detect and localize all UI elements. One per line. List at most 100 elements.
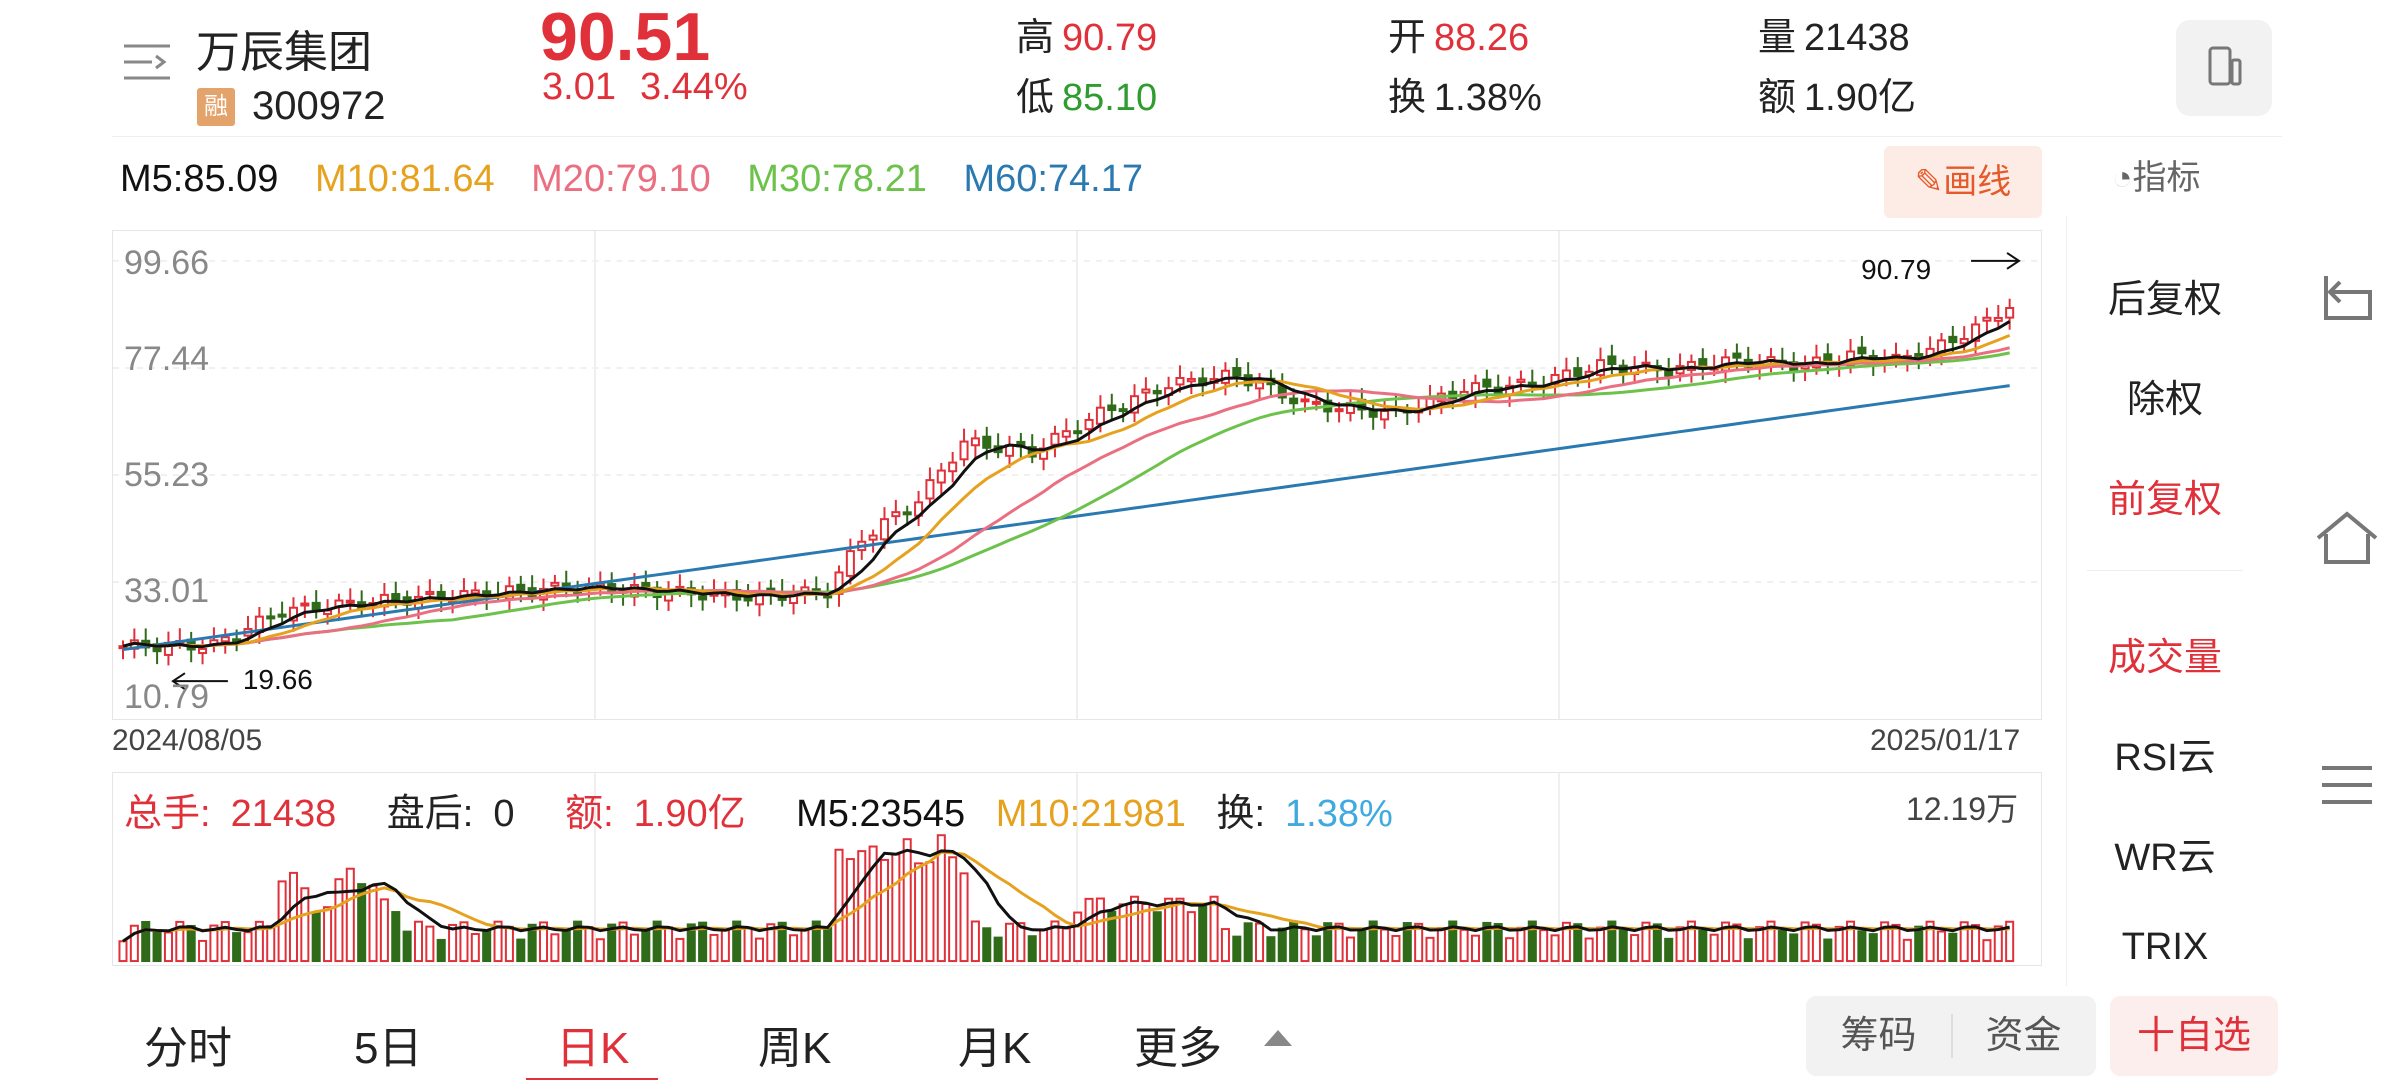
volume-bar-up <box>936 834 946 963</box>
volume-bar-up <box>1391 934 1401 963</box>
volume-bar-up <box>323 906 333 963</box>
start-date-label: 2024/08/05 <box>112 724 263 757</box>
back-arrow-icon[interactable] <box>2312 262 2382 332</box>
volume-bar-up <box>175 920 185 963</box>
volume-bar-up <box>470 933 480 963</box>
candlestick-chart[interactable]: 90.79 19.66 <box>112 230 2042 720</box>
total-volume-label: 总手: <box>124 793 211 835</box>
volume-bar-up <box>834 848 844 963</box>
volume-bar-down <box>698 921 708 963</box>
candle-up <box>948 461 958 473</box>
volume-bar-down <box>1402 922 1412 963</box>
after-hours-value: 0 <box>493 793 515 835</box>
header-divider <box>112 136 2282 137</box>
tab-daily-k[interactable]: 日K <box>556 1024 630 1073</box>
volume-bar-down <box>982 927 992 963</box>
volume-bar-down <box>573 920 583 963</box>
volume-bar-up <box>720 929 730 963</box>
candle-up <box>1982 316 1992 322</box>
chip-chips[interactable]: 筹码 <box>1840 1015 1917 1057</box>
volume-amount-label: 额: <box>565 793 614 835</box>
side-item-ex-rights[interactable]: 除权 <box>2126 379 2203 421</box>
side-menu: 后复权 除权 前复权 成交量 RSI云 WR云 TRIX <box>2066 216 2262 986</box>
ma10-label: M10:81.64 <box>315 158 495 200</box>
stat-turnover-label: 换 <box>1388 77 1427 119</box>
hamburger-icon[interactable] <box>2312 750 2382 820</box>
volume-bar-down <box>1152 911 1162 963</box>
volume-bar-down <box>652 920 662 963</box>
side-item-forward-adjust[interactable]: 前复权 <box>2107 479 2222 521</box>
volume-bar-up <box>1039 928 1049 963</box>
volume-bar-up <box>789 934 799 963</box>
candle-up <box>970 437 980 447</box>
volume-bar-up <box>1595 926 1606 963</box>
volume-bar-up <box>1539 929 1549 963</box>
candle-down <box>1152 389 1162 395</box>
volume-bar-up <box>1050 920 1060 963</box>
stat-open: 开 88.26 <box>1388 6 1529 61</box>
ma20-label: M20:79.10 <box>531 158 711 200</box>
stat-open-label: 开 <box>1388 17 1427 59</box>
side-item-trix[interactable]: TRIX <box>2121 926 2209 968</box>
y-tick-label: 77.44 <box>124 340 210 378</box>
volume-bar-down <box>1482 921 1492 963</box>
indicator-button[interactable]: ◔指标 <box>2112 150 2201 199</box>
side-item-volume[interactable]: 成交量 <box>2107 637 2222 679</box>
volume-bar-up <box>1084 897 1094 963</box>
margin-badge: 融 <box>197 88 235 126</box>
volume-chart[interactable] <box>112 772 2042 966</box>
draw-line-button[interactable]: ✎画线 <box>1884 146 2042 218</box>
volume-bar-down <box>1664 937 1674 963</box>
side-item-back-adjust[interactable]: 后复权 <box>2107 279 2222 321</box>
tab-5day[interactable]: 5日 <box>354 1024 423 1073</box>
volume-bar-down <box>1914 925 1924 963</box>
volume-bar-down <box>1198 903 1208 963</box>
volume-bar-up <box>1720 921 1731 963</box>
candle-down <box>1857 346 1867 355</box>
tab-monthly-k[interactable]: 月K <box>958 1024 1032 1073</box>
tab-intraday[interactable]: 分时 <box>144 1024 232 1073</box>
chip-funds[interactable]: 资金 <box>1985 1015 2062 1057</box>
volume-bar-down <box>1107 910 1117 963</box>
volume-bar-up <box>1993 925 2003 963</box>
tab-weekly-k[interactable]: 周K <box>758 1024 832 1073</box>
volume-bar-up <box>1686 920 1696 963</box>
candle-down <box>277 613 287 618</box>
max-price-label: 90.79 <box>1861 254 1931 285</box>
candle-up <box>1971 323 1981 342</box>
side-item-rsi[interactable]: RSI云 <box>2114 737 2216 779</box>
tab-more[interactable]: 更多 <box>1134 1024 1222 1073</box>
vol-turnover: 换: 1.38% <box>1216 793 1412 835</box>
volume-bar-up <box>1016 922 1026 963</box>
volume-bar-up <box>1800 921 1810 963</box>
home-icon[interactable] <box>2312 504 2382 574</box>
volume-bar-up <box>800 929 810 963</box>
device-switch-button[interactable] <box>2176 20 2272 116</box>
volume-bar-up <box>1073 911 1083 963</box>
candle-down <box>516 583 526 591</box>
volume-bar-down <box>1243 922 1253 963</box>
candle-up <box>1959 337 1969 345</box>
volume-bar-up <box>300 887 310 963</box>
stat-high-label: 高 <box>1016 17 1055 59</box>
candle-up <box>300 602 310 607</box>
caret-up-icon[interactable] <box>1264 1030 1292 1046</box>
candle-down <box>1732 352 1742 359</box>
volume-bar-up <box>618 921 628 963</box>
volume-bar-up <box>2005 920 2015 963</box>
candle-down <box>982 435 992 449</box>
volume-bar-up <box>1959 921 1969 963</box>
add-watchlist-button[interactable]: 十自选 <box>2110 996 2278 1076</box>
volume-bar-up <box>1709 933 1719 963</box>
volume-bar-down <box>1948 932 1958 963</box>
volume-bar-down <box>1698 929 1708 963</box>
candle-up <box>1516 378 1526 384</box>
side-item-wr[interactable]: WR云 <box>2114 837 2216 879</box>
stat-amount-value: 1.90亿 <box>1804 77 1916 119</box>
volume-bar-up <box>448 923 458 963</box>
volume-bar-up <box>766 923 776 963</box>
menu-lines-icon[interactable] <box>122 40 172 84</box>
device-switch-icon <box>2208 46 2242 86</box>
volume-bar-up <box>1834 925 1844 963</box>
volume-bar-down <box>1448 920 1458 963</box>
